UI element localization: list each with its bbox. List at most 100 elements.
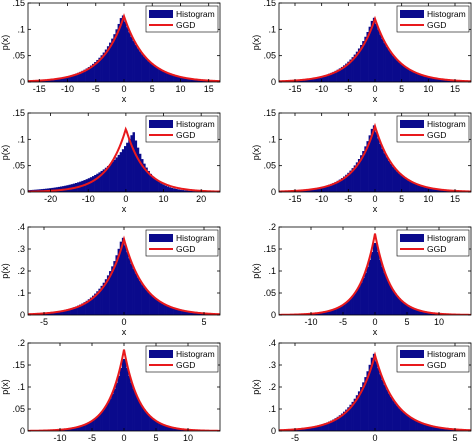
histogram-bar xyxy=(183,190,187,192)
x-tick-label: -5 xyxy=(339,317,347,327)
histogram-bar xyxy=(343,411,346,431)
histogram-bar xyxy=(338,68,342,82)
x-tick-label: 15 xyxy=(450,84,460,94)
histogram-bar xyxy=(330,420,333,431)
histogram-bar xyxy=(321,75,325,82)
histogram-bar xyxy=(87,178,91,192)
histogram-bar xyxy=(136,48,140,82)
histogram-bar xyxy=(89,421,93,431)
histogram-bar xyxy=(145,167,148,192)
x-tick-label: 10 xyxy=(159,194,169,204)
histogram-bar xyxy=(87,422,91,431)
histogram-bar xyxy=(392,290,395,315)
histogram-bar xyxy=(166,186,170,192)
histogram-bar xyxy=(404,67,408,82)
histogram-bar xyxy=(179,189,182,192)
y-tick-label: 0 xyxy=(271,426,276,436)
histogram-bar xyxy=(117,375,121,431)
y-tick-label: .15 xyxy=(263,108,276,118)
histogram-bar xyxy=(94,174,97,192)
histogram-bar xyxy=(426,187,429,192)
x-tick-label: -10 xyxy=(304,317,317,327)
histogram-bar xyxy=(166,73,170,82)
legend-swatch-histogram xyxy=(149,350,173,358)
x-tick-label: -20 xyxy=(44,194,57,204)
histogram-bar xyxy=(436,78,440,82)
histogram-bar xyxy=(428,77,431,82)
histogram-bar xyxy=(340,178,344,192)
histogram-bar xyxy=(134,44,138,82)
histogram-bar xyxy=(119,241,123,315)
histogram-bar xyxy=(83,424,86,431)
histogram-bar xyxy=(426,312,429,315)
x-tick-label: 10 xyxy=(423,194,433,204)
histogram-bar xyxy=(173,75,176,82)
x-axis-label: x xyxy=(373,204,378,214)
x-tick-label: -15 xyxy=(288,84,301,94)
histogram-bar xyxy=(311,188,314,192)
histogram-bar xyxy=(194,79,197,82)
histogram-bar xyxy=(83,69,86,82)
histogram-bar xyxy=(317,76,320,82)
histogram-bar xyxy=(92,419,95,431)
histogram-bar xyxy=(323,311,327,315)
histogram-bar xyxy=(124,358,127,431)
histogram-bar xyxy=(198,313,202,315)
histogram-bar xyxy=(424,424,427,431)
histogram-bar xyxy=(104,49,108,82)
histogram-bar xyxy=(175,309,178,315)
histogram-bar xyxy=(402,412,406,431)
histogram-bar xyxy=(62,77,65,82)
y-tick-label: .05 xyxy=(12,161,25,171)
histogram-bar xyxy=(419,185,423,192)
histogram-bar xyxy=(170,307,174,315)
y-tick-label: .1 xyxy=(17,134,25,144)
histogram-bar xyxy=(328,310,331,315)
histogram-bar xyxy=(177,76,180,82)
histogram-bar xyxy=(443,428,446,431)
histogram-bar xyxy=(366,31,369,82)
histogram-bar xyxy=(60,77,63,82)
histogram-bar xyxy=(355,51,359,82)
histogram-bar xyxy=(160,302,163,315)
histogram-bar xyxy=(419,422,423,431)
histogram-bar xyxy=(94,293,97,315)
x-tick-label: -10 xyxy=(61,84,74,94)
histogram-bar xyxy=(394,293,397,315)
histogram-bar xyxy=(92,295,95,315)
legend-label-ggd: GGD xyxy=(427,20,446,30)
histogram-bar xyxy=(383,153,386,192)
histogram-bar xyxy=(347,172,350,192)
x-tick-label: 0 xyxy=(372,433,377,443)
histogram-bar xyxy=(355,162,359,192)
histogram-bar xyxy=(421,75,425,82)
histogram-bar xyxy=(55,311,59,315)
histogram-bar xyxy=(162,184,165,192)
histogram-bar xyxy=(113,159,116,192)
histogram-bar xyxy=(317,425,320,431)
histogram-bar xyxy=(419,74,423,82)
histogram-bar xyxy=(407,305,410,315)
histogram-bar xyxy=(143,163,146,192)
histogram-bar xyxy=(173,188,176,192)
histogram-bar xyxy=(377,138,380,192)
histogram-bar xyxy=(147,170,150,192)
histogram-bar xyxy=(181,310,185,315)
x-tick-label: -5 xyxy=(344,194,352,204)
histogram-bar xyxy=(136,277,140,315)
histogram-bar xyxy=(170,427,174,431)
histogram-bar xyxy=(439,79,442,82)
histogram-bar xyxy=(387,282,391,315)
histogram-bar xyxy=(407,180,410,192)
x-tick-label: 5 xyxy=(399,194,404,204)
histogram-bars xyxy=(28,15,220,82)
x-axis-label: x xyxy=(122,94,127,104)
histogram-bar xyxy=(77,305,80,315)
histogram-bar xyxy=(106,402,110,431)
histogram-bar xyxy=(153,298,157,315)
histogram-bar xyxy=(98,414,101,431)
